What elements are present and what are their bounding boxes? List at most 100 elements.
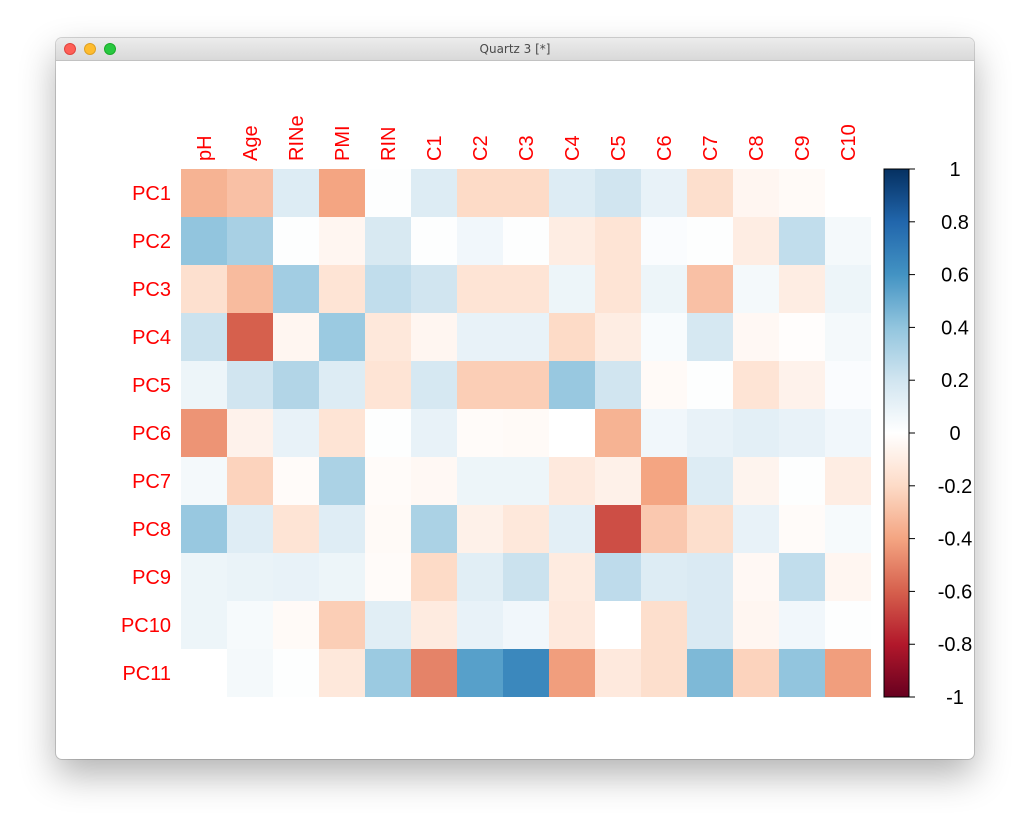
heatmap-cell-pc2-ph [181,217,227,265]
heatmap-cell-pc8-ph [181,505,227,553]
heatmap-cell-pc11-c4 [549,649,595,697]
heatmap-cell-pc3-pmi [319,265,365,313]
colorbar-tick-label: 0.2 [941,370,969,392]
correlation-heatmap: pH Age RINe PMI RIN C1 C2 C3 C4 C5 C6 C7 C8 C9 C10 PC1 P… [121,115,972,709]
heatmap-cell-pc11-rin [365,649,411,697]
column-label-c1: C1 [424,135,446,161]
heatmap-cell-pc8-rine [273,505,319,553]
close-window-button[interactable] [64,43,76,55]
heatmap-cell-pc6-ph [181,409,227,457]
column-label-age: Age [240,125,262,161]
heatmap-cell-pc7-pmi [319,457,365,505]
heatmap-cell-pc9-c10 [825,553,871,601]
heatmap-cell-pc5-age [227,361,273,409]
heatmap-cell-pc3-ph [181,265,227,313]
heatmap-cell-pc9-c7 [687,553,733,601]
colorbar-tick-label: -0.8 [938,634,972,656]
minimize-window-button[interactable] [84,43,96,55]
heatmap-cell-pc8-c1 [411,505,457,553]
heatmap-cell-pc2-pmi [319,217,365,265]
heatmap-cell-pc3-c1 [411,265,457,313]
heatmap-cell-pc1-c3 [503,169,549,217]
column-label-c8: C8 [746,135,768,161]
zoom-window-button[interactable] [104,43,116,55]
heatmap-cell-pc9-ph [181,553,227,601]
row-label-pc4: PC4 [132,327,171,349]
heatmap-cell-pc2-c1 [411,217,457,265]
heatmap-cell-pc1-c5 [595,169,641,217]
heatmap-cell-pc11-c8 [733,649,779,697]
window-title: Quartz 3 [*] [479,42,551,56]
heatmap-cell-pc6-c5 [595,409,641,457]
heatmap-cell-pc1-pmi [319,169,365,217]
heatmap-cell-pc11-c6 [641,649,687,697]
heatmap-cell-pc3-c3 [503,265,549,313]
heatmap-cell-pc2-c4 [549,217,595,265]
heatmap-cell-pc4-c8 [733,313,779,361]
heatmap-cell-pc11-c5 [595,649,641,697]
colorbar-tick-label: 0.8 [941,212,969,234]
heatmap-cell-pc4-c3 [503,313,549,361]
heatmap-cell-pc8-c9 [779,505,825,553]
heatmap-cell-pc9-c2 [457,553,503,601]
heatmap-cell-pc3-rine [273,265,319,313]
row-label-pc9: PC9 [132,567,171,589]
heatmap-cell-pc5-c1 [411,361,457,409]
heatmap-cell-pc7-c7 [687,457,733,505]
heatmap-cell-pc5-ph [181,361,227,409]
heatmap-cell-pc1-c2 [457,169,503,217]
colorbar-tick-label: 1 [949,159,960,181]
heatmap-cell-pc7-c4 [549,457,595,505]
row-label-pc5: PC5 [132,375,171,397]
column-label-c2: C2 [470,135,492,161]
heatmap-cell-pc4-c7 [687,313,733,361]
heatmap-cell-pc7-ph [181,457,227,505]
heatmap-cell-pc5-c10 [825,361,871,409]
heatmap-cell-pc5-rine [273,361,319,409]
heatmap-cell-pc8-c7 [687,505,733,553]
heatmap-cell-pc1-c8 [733,169,779,217]
heatmap-cell-pc4-c1 [411,313,457,361]
heatmap-cell-pc8-c8 [733,505,779,553]
heatmap-cell-pc1-c6 [641,169,687,217]
heatmap-cell-pc7-c1 [411,457,457,505]
row-label-pc11: PC11 [122,663,171,685]
heatmap-cell-pc6-c6 [641,409,687,457]
heatmap-cell-pc10-c3 [503,601,549,649]
heatmap-cell-pc1-c9 [779,169,825,217]
column-label-c6: C6 [654,135,676,161]
colorbar-tick-label: -0.4 [938,529,972,551]
heatmap-cell-pc1-rine [273,169,319,217]
heatmap-cell-pc8-c6 [641,505,687,553]
heatmap-cell-pc6-rine [273,409,319,457]
heatmap-cell-pc3-c8 [733,265,779,313]
heatmap-cell-pc3-c2 [457,265,503,313]
heatmap-cell-pc7-rine [273,457,319,505]
heatmap-cell-pc6-pmi [319,409,365,457]
heatmap-cell-pc9-c1 [411,553,457,601]
heatmap-cell-pc7-c10 [825,457,871,505]
column-label-c4: C4 [562,135,584,161]
title-bar[interactable]: Quartz 3 [*] [56,38,974,61]
heatmap-cell-pc10-ph [181,601,227,649]
heatmap-cell-pc11-c7 [687,649,733,697]
row-label-pc10: PC10 [121,615,171,637]
heatmap-cell-pc1-c7 [687,169,733,217]
heatmap-cell-pc4-c2 [457,313,503,361]
heatmap-cell-pc6-age [227,409,273,457]
heatmap-cell-pc4-ph [181,313,227,361]
heatmap-cell-pc4-age [227,313,273,361]
heatmap-cell-pc7-c5 [595,457,641,505]
heatmap-cell-pc11-pmi [319,649,365,697]
heatmap-cell-pc2-c8 [733,217,779,265]
column-label-pmi: PMI [332,125,354,161]
heatmap-cell-pc7-rin [365,457,411,505]
colorbar-tick-label: -0.2 [938,476,972,498]
heatmap-cell-pc5-c5 [595,361,641,409]
heatmap-cell-pc3-rin [365,265,411,313]
heatmap-cell-pc5-c6 [641,361,687,409]
heatmap-cell-pc11-age [227,649,273,697]
heatmap-cell-pc11-c10 [825,649,871,697]
heatmap-cell-pc11-c9 [779,649,825,697]
row-label-pc1: PC1 [132,183,171,205]
